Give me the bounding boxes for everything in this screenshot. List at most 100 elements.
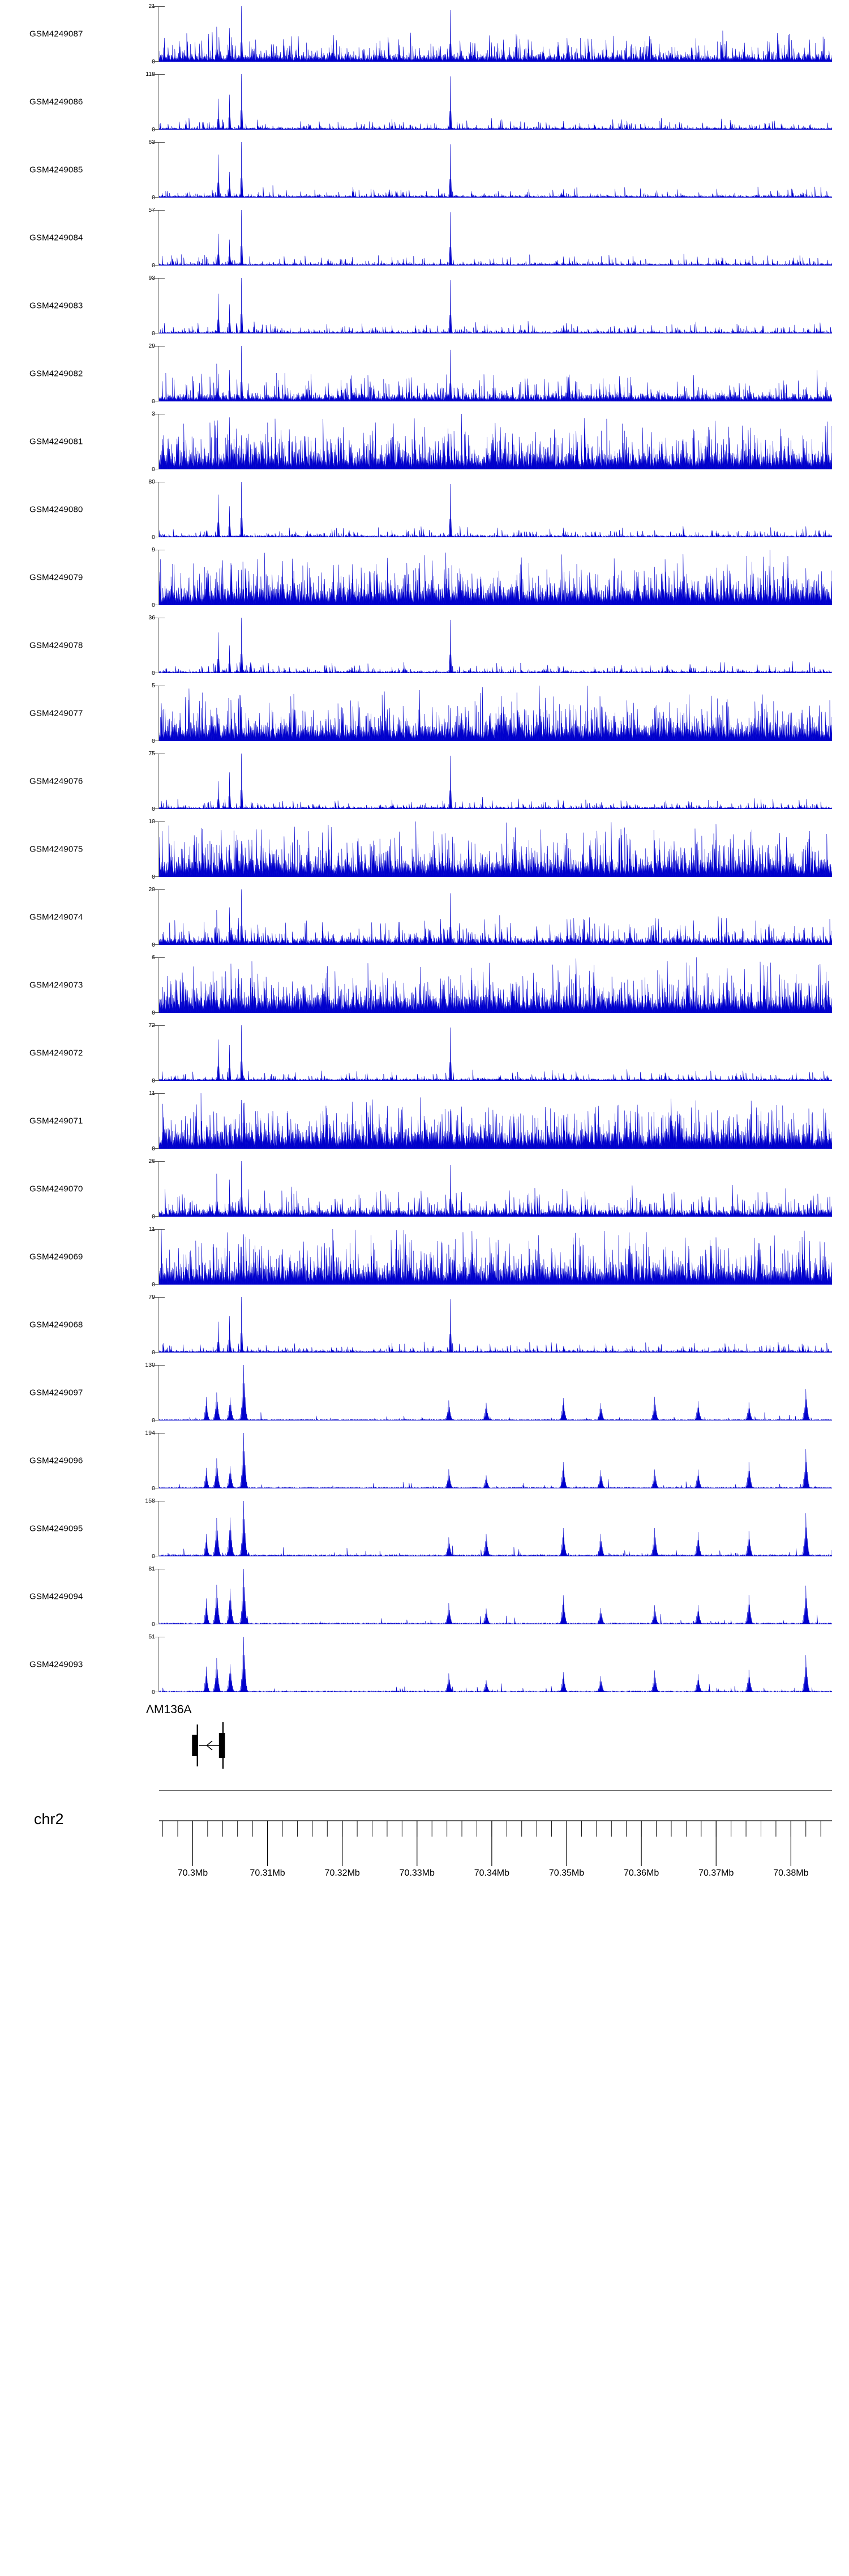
- track-axis-min: 0: [152, 465, 155, 473]
- coverage-track[interactable]: GSM4249069 11 0: [0, 1223, 849, 1291]
- coverage-track[interactable]: GSM4249081 3 0: [0, 408, 849, 476]
- track-label-GSM4249083: GSM4249083: [29, 301, 83, 311]
- coverage-track[interactable]: GSM4249093 51 0: [0, 1631, 849, 1698]
- coverage-plot[interactable]: [159, 278, 832, 333]
- track-axis-max: 63: [148, 139, 155, 146]
- coverage-track[interactable]: GSM4249084 57 0: [0, 204, 849, 272]
- coverage-track[interactable]: GSM4249086 118 0: [0, 68, 849, 136]
- coverage-track[interactable]: GSM4249097 130 0: [0, 1359, 849, 1427]
- coverage-track[interactable]: GSM4249074 20 0: [0, 883, 849, 951]
- track-axis-max: 75: [148, 750, 155, 757]
- coverage-plot[interactable]: [159, 210, 832, 266]
- track-axis-max: 118: [145, 71, 155, 78]
- track-axis-max: 194: [145, 1430, 155, 1436]
- track-axis-max: 11: [149, 1226, 155, 1233]
- coverage-track[interactable]: GSM4249079 9 0: [0, 544, 849, 611]
- axis-tick-label: 70.3Mb: [177, 1868, 208, 1878]
- coverage-track[interactable]: GSM4249076 75 0: [0, 747, 849, 815]
- track-axis-max: 5: [152, 682, 155, 689]
- coverage-track[interactable]: GSM4249075 10 0: [0, 815, 849, 883]
- gene-model-glyph[interactable]: [159, 1720, 832, 1771]
- coverage-plot[interactable]: [159, 821, 832, 877]
- coverage-plot[interactable]: [159, 6, 832, 62]
- coverage-track[interactable]: GSM4249073 6 0: [0, 951, 849, 1019]
- track-axis-min: 0: [152, 1281, 155, 1288]
- track-axis-min: 0: [152, 669, 155, 677]
- track-axis-min: 0: [152, 1009, 155, 1016]
- coverage-plot[interactable]: [159, 1025, 832, 1081]
- track-axis-min: 0: [152, 58, 155, 65]
- track-axis-max: 51: [148, 1633, 155, 1640]
- coverage-plot[interactable]: [159, 1501, 832, 1556]
- coverage-track[interactable]: GSM4249072 72 0: [0, 1019, 849, 1087]
- track-axis-max: 9: [152, 546, 155, 553]
- track-axis-min: 0: [152, 397, 155, 405]
- coverage-plot[interactable]: [159, 754, 832, 809]
- coverage-plot[interactable]: [159, 1569, 832, 1624]
- gene-annotation-track[interactable]: ΛM136A: [0, 1698, 849, 1783]
- coverage-plot[interactable]: [159, 1433, 832, 1488]
- coverage-track[interactable]: GSM4249068 79 0: [0, 1291, 849, 1359]
- track-axis-max: 26: [148, 1158, 155, 1165]
- coverage-plot[interactable]: [159, 414, 832, 469]
- track-axis-max: 10: [148, 818, 155, 825]
- track-axis-min: 0: [152, 126, 155, 133]
- track-axis-max: 6: [152, 954, 155, 961]
- coverage-plot[interactable]: [159, 1161, 832, 1217]
- axis-tick-label: 70.35Mb: [548, 1868, 585, 1878]
- track-axis-min: 0: [152, 873, 155, 880]
- track-axis-min: 0: [152, 941, 155, 948]
- coverage-track[interactable]: GSM4249087 21 0: [0, 0, 849, 68]
- track-label-GSM4249094: GSM4249094: [29, 1591, 83, 1602]
- track-axis-max: 93: [148, 275, 155, 281]
- axis-tick-label: 70.32Mb: [324, 1868, 360, 1878]
- track-label-GSM4249096: GSM4249096: [29, 1456, 83, 1466]
- coverage-track[interactable]: GSM4249080 80 0: [0, 476, 849, 544]
- coverage-track[interactable]: GSM4249071 11 0: [0, 1087, 849, 1155]
- track-axis-max: 158: [145, 1497, 155, 1504]
- track-axis-max: 130: [145, 1362, 155, 1368]
- track-axis-max: 11: [149, 1090, 155, 1097]
- coverage-plot[interactable]: [159, 618, 832, 673]
- track-axis-min: 0: [152, 601, 155, 609]
- coverage-plot[interactable]: [159, 346, 832, 401]
- coverage-plot[interactable]: [159, 142, 832, 198]
- track-axis-min: 0: [152, 1620, 155, 1628]
- coverage-plot[interactable]: [159, 1229, 832, 1285]
- coverage-track[interactable]: GSM4249070 26 0: [0, 1155, 849, 1223]
- coverage-track[interactable]: GSM4249078 36 0: [0, 611, 849, 679]
- coverage-plot[interactable]: [159, 1365, 832, 1420]
- track-axis-min: 0: [152, 1213, 155, 1220]
- coverage-track[interactable]: GSM4249085 63 0: [0, 136, 849, 204]
- coverage-plot[interactable]: [159, 1637, 832, 1692]
- coverage-track[interactable]: GSM4249083 93 0: [0, 272, 849, 340]
- coverage-plot[interactable]: [159, 686, 832, 741]
- coverage-plot[interactable]: [159, 957, 832, 1013]
- coverage-plot[interactable]: [159, 550, 832, 605]
- coverage-track[interactable]: GSM4249094 81 0: [0, 1563, 849, 1631]
- coverage-plot[interactable]: [159, 74, 832, 130]
- track-axis-min: 0: [152, 1145, 155, 1152]
- coverage-plot[interactable]: [159, 482, 832, 537]
- coverage-track[interactable]: GSM4249095 158 0: [0, 1495, 849, 1563]
- track-axis-max: 29: [148, 343, 155, 349]
- track-label-GSM4249078: GSM4249078: [29, 640, 83, 651]
- axis-tick-label: 70.33Mb: [399, 1868, 435, 1878]
- axis-tick-label: 70.37Mb: [698, 1868, 734, 1878]
- coverage-plot[interactable]: [159, 889, 832, 945]
- axis-tick-label: 70.36Mb: [623, 1868, 659, 1878]
- track-label-GSM4249097: GSM4249097: [29, 1388, 83, 1398]
- coverage-track[interactable]: GSM4249077 5 0: [0, 679, 849, 747]
- coverage-plot[interactable]: [159, 1297, 832, 1353]
- coverage-plot[interactable]: [159, 1093, 832, 1149]
- track-axis-max: 80: [148, 478, 155, 485]
- coverage-track[interactable]: GSM4249082 29 0: [0, 340, 849, 408]
- track-label-GSM4249081: GSM4249081: [29, 437, 83, 447]
- genome-coordinate-axis[interactable]: 70.3Mb 70.31Mb 70.32Mb 70.33Mb 70.34Mb 70.35M…: [159, 1820, 832, 1888]
- track-axis-min: 0: [152, 1484, 155, 1492]
- track-axis-min: 0: [152, 194, 155, 201]
- track-label-GSM4249087: GSM4249087: [29, 29, 83, 39]
- coverage-track-list: GSM4249087 21 0 GSM4249086 118 0 GSM4249085 63 0…: [0, 0, 849, 1698]
- coverage-track[interactable]: GSM4249096 194 0: [0, 1427, 849, 1495]
- track-axis-min: 0: [152, 1077, 155, 1084]
